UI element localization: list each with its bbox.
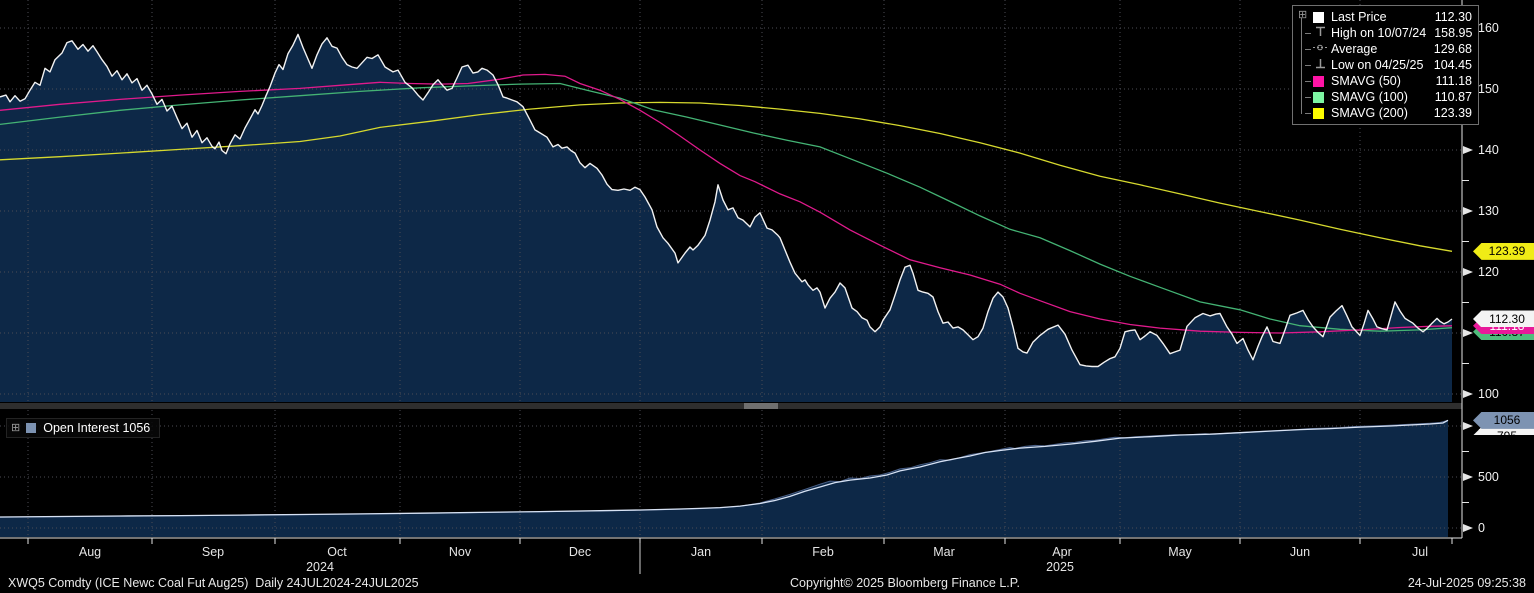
last-price-line	[0, 33, 1453, 368]
x-axis-year-label: 2024	[306, 560, 334, 574]
legend-value: 112.30	[1434, 10, 1472, 24]
y-axis-arrow	[1463, 524, 1473, 532]
x-axis-year-label: 2025	[1046, 560, 1074, 574]
smavg-100-swatch	[1313, 91, 1324, 103]
y-axis-arrow	[1463, 473, 1473, 482]
panel-divider	[0, 403, 1462, 409]
y-axis-label: 130	[1478, 204, 1499, 218]
y-axis-label: 0	[1478, 521, 1485, 535]
open-interest-line	[0, 419, 1449, 518]
x-axis-month-label: Jul	[1412, 545, 1428, 559]
legend-label: Low on 04/25/25	[1331, 58, 1424, 72]
legend-tree-line	[1301, 18, 1302, 114]
y-axis-arrow	[1463, 207, 1473, 215]
copyright-text: Copyright© 2025 Bloomberg Finance L.P.	[790, 576, 1020, 590]
average-marker-icon	[1313, 43, 1327, 55]
x-axis-month-label: Feb	[812, 545, 834, 559]
smavg-50-swatch	[1313, 75, 1324, 87]
open-interest-secondary-tag-clip: 795	[1473, 427, 1534, 435]
expand-box-icon[interactable]: ⊞	[1298, 9, 1308, 21]
sma50-line	[0, 73, 1453, 334]
x-axis-month-label: Mar	[933, 545, 955, 559]
status-bar: XWQ5 Comdty (ICE Newc Coal Fut Aug25) Da…	[0, 575, 1534, 593]
legend-value: 110.87	[1434, 90, 1472, 104]
security-description: XWQ5 Comdty (ICE Newc Coal Fut Aug25) Da…	[8, 576, 419, 590]
y-axis-arrow	[1463, 268, 1473, 276]
legend-value: 129.68	[1433, 42, 1472, 56]
legend-label: SMAVG (200)	[1331, 106, 1408, 120]
y-axis-arrow	[1463, 329, 1473, 337]
legend-row-high[interactable]: High on 10/07/24 158.95	[1297, 25, 1472, 41]
legend-row-smavg-100[interactable]: SMAVG (100) 110.87	[1297, 89, 1472, 105]
x-axis-month-label: Jan	[690, 545, 712, 559]
expand-box-icon[interactable]: ⊞	[11, 421, 21, 434]
x-axis-month-label: Sep	[201, 545, 225, 559]
chart-canvas[interactable]	[0, 0, 1534, 575]
x-axis-month-label: Apr	[1052, 545, 1072, 559]
sma200-price-tag: 123.39	[1473, 242, 1534, 260]
y-axis-arrow	[1463, 146, 1473, 154]
x-axis-month-label: Nov	[448, 545, 472, 559]
y-axis-label: 500	[1478, 470, 1499, 485]
x-axis-month-label: May	[1168, 545, 1192, 559]
legend-value: 123.39	[1433, 106, 1472, 120]
y-axis-label: 140	[1478, 143, 1499, 157]
open-interest-tag: 1056	[1473, 411, 1534, 429]
legend-label: Average	[1331, 42, 1378, 56]
y-axis-label: 100	[1478, 387, 1499, 401]
legend-row-smavg-50[interactable]: SMAVG (50) 111.18	[1297, 73, 1472, 89]
panel-splitter-handle[interactable]	[744, 403, 778, 409]
legend-row-smavg-200[interactable]: SMAVG (200) 123.39	[1297, 105, 1472, 121]
legend-label: High on 10/07/24	[1331, 26, 1427, 40]
open-interest-value: 1056	[122, 421, 151, 435]
open-interest-label: Open Interest 1056	[43, 421, 151, 435]
last-price-swatch	[1313, 11, 1324, 23]
price-area-fill	[0, 34, 1452, 403]
legend-label: SMAVG (50)	[1331, 74, 1401, 88]
sma100-line	[0, 82, 1453, 332]
open-interest-swatch	[26, 423, 37, 433]
chart-legend: ⊞ Last Price 112.30 High on 10/07/24 158.95 A…	[1292, 5, 1479, 125]
legend-value: 111.18	[1435, 74, 1472, 88]
smavg-200-swatch	[1313, 107, 1324, 119]
legend-row-average[interactable]: Average 129.68	[1297, 41, 1472, 57]
legend-label: Last Price	[1331, 10, 1387, 24]
x-axis-month-label: Aug	[78, 545, 102, 559]
low-marker-icon	[1313, 58, 1327, 72]
last-price-tag: 112.30	[1473, 310, 1534, 328]
open-interest-legend[interactable]: ⊞ Open Interest 1056	[6, 418, 161, 438]
x-axis-month-label: Dec	[568, 545, 592, 559]
legend-value: 104.45	[1433, 58, 1472, 72]
sma200-line	[0, 101, 1453, 252]
x-axis-month-label: Oct	[327, 545, 347, 559]
y-axis-label: 120	[1478, 265, 1499, 279]
y-axis-arrow	[1463, 390, 1473, 398]
high-marker-icon	[1313, 26, 1327, 40]
legend-row-low[interactable]: Low on 04/25/25 104.45	[1297, 57, 1472, 73]
open-interest-area-fill	[0, 420, 1448, 537]
legend-label: SMAVG (100)	[1331, 90, 1408, 104]
timestamp: 24-Jul-2025 09:25:38	[1407, 576, 1526, 590]
y-axis-arrow	[1463, 422, 1473, 431]
y-axis-label: 160	[1478, 21, 1499, 35]
y-axis-label: 150	[1478, 82, 1499, 96]
open-interest-secondary-tag: 795	[1473, 427, 1534, 435]
legend-value: 158.95	[1434, 26, 1473, 40]
x-axis-month-label: Jun	[1289, 545, 1311, 559]
legend-row-last-price[interactable]: ⊞ Last Price 112.30	[1297, 9, 1472, 25]
